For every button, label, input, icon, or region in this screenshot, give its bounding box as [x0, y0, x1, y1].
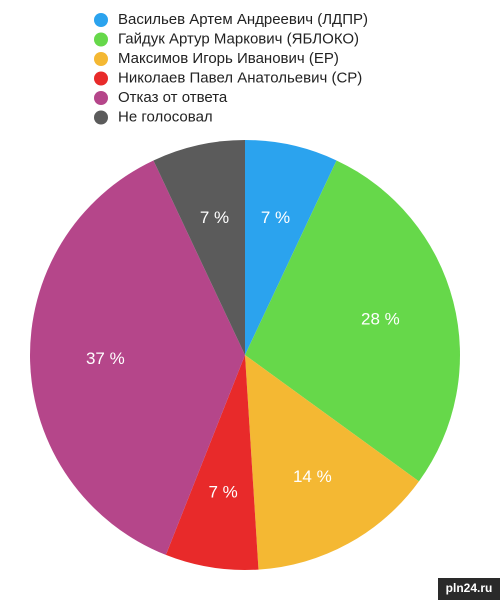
value-label: 28 %: [361, 310, 400, 329]
pie-slice: [245, 160, 460, 482]
legend-label: Не голосовал: [118, 108, 213, 125]
value-label: 7 %: [208, 483, 237, 502]
value-label: 7 %: [261, 208, 290, 227]
legend-label: Максимов Игорь Иванович (ЕР): [118, 50, 339, 67]
watermark: pln24.ru: [446, 581, 493, 595]
legend-label: Гайдук Артур Маркович (ЯБЛОКО): [118, 30, 359, 47]
watermark-box: [438, 578, 500, 600]
legend-marker: [94, 32, 108, 47]
legend-label: Васильев Артем Андреевич (ЛДПР): [118, 11, 368, 28]
value-label: 37 %: [86, 349, 125, 368]
pie-slice: [245, 140, 337, 355]
pie-slice: [165, 355, 259, 570]
legend-marker: [94, 71, 108, 86]
legend-label: Николаев Павел Анатольевич (СР): [118, 69, 362, 86]
legend-marker: [94, 13, 108, 27]
pie-slice: [153, 140, 245, 355]
legend-label: Отказ от ответа: [118, 89, 228, 106]
pie-slice: [245, 355, 419, 570]
legend-marker: [94, 91, 108, 105]
legend-marker: [94, 110, 108, 125]
pie-slice: [30, 160, 245, 555]
value-label: 7 %: [200, 208, 229, 227]
value-label: 14 %: [293, 467, 332, 486]
legend-marker: [94, 52, 108, 66]
